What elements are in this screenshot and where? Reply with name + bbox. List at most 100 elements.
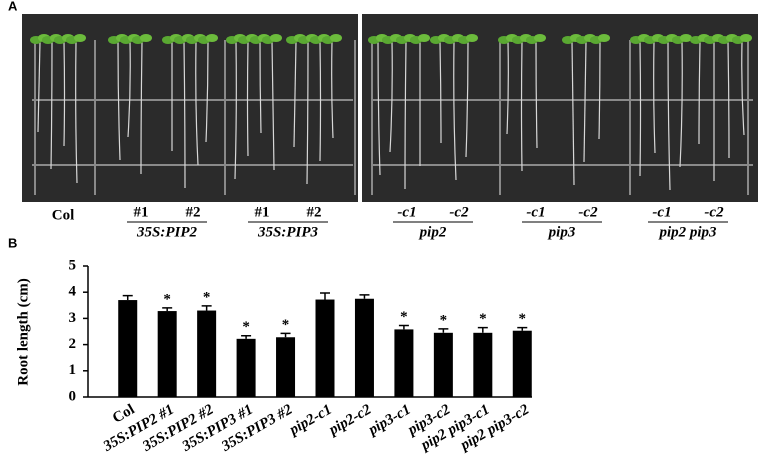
significance-mark: * [282,317,290,333]
root [571,41,575,186]
leaf [418,34,430,42]
genotype-label: pip2 [418,224,447,240]
root [75,41,78,184]
genotype-label: pip3 [547,224,576,240]
leaf [270,34,282,42]
error-bar [477,326,488,333]
line-label: -c2 [578,204,598,220]
root [698,41,701,145]
leaf [466,34,478,42]
root [439,41,442,144]
x-tick-label: pip2-c1 [285,402,334,440]
root [205,41,209,143]
significance-mark: * [203,289,211,305]
bar [236,338,256,397]
root [727,41,730,159]
root [293,41,297,148]
error-bar [438,328,449,333]
y-tick-label: 5 [69,257,77,273]
y-axis-label: Root length (cm) [15,278,31,385]
bar [473,332,493,397]
root [195,41,199,166]
line-label: -c2 [704,204,724,220]
significance-mark: * [400,309,408,325]
seedling-photo [22,14,758,202]
panel-label: B [8,235,17,250]
root [667,41,671,191]
genotype-label: 35S:PIP2 [136,224,198,240]
leaf [140,34,152,42]
bar [276,337,296,397]
bar [354,298,374,397]
significance-mark: * [242,319,250,335]
root [465,41,469,158]
root [598,41,601,140]
significance-mark: * [440,312,448,328]
root [453,41,457,181]
root [234,41,237,180]
error-bar [359,294,370,299]
root [583,41,587,163]
leaf [598,34,610,42]
x-tick-label: pip3-c1 [364,402,413,440]
bar [118,300,138,397]
error-bar [320,292,330,300]
error-bar [122,294,133,301]
leaf [680,34,692,42]
plate-divider [358,14,362,202]
root [389,41,393,153]
leaf [74,34,86,42]
root [319,41,322,162]
bar [433,332,453,397]
significance-mark: * [479,311,487,327]
y-tick-label: 3 [69,310,77,326]
bar [197,310,217,397]
root [679,41,683,168]
genotype-label: pip2 pip3 [657,224,717,240]
bar [394,329,414,397]
root [37,41,41,133]
root [117,41,121,161]
root [331,41,334,139]
line-label: -c1 [526,204,545,220]
genotype-label: Col [52,207,75,223]
leaf [206,34,218,42]
root [63,41,66,147]
genotype-label: 35S:PIP3 [257,224,319,240]
root [127,41,131,138]
error-bar [280,332,291,338]
root [377,41,381,176]
leaf [534,34,546,42]
root [741,41,745,136]
y-tick-label: 1 [69,362,77,378]
leaf [740,34,752,42]
y-tick-label: 0 [69,388,77,404]
x-tick-label: pip2-c2 [325,401,375,439]
line-label: -c2 [449,204,469,220]
significance-mark: * [519,311,527,327]
root [140,41,143,175]
y-tick-label: 2 [69,336,77,352]
root [271,41,275,171]
root [653,41,656,154]
root [535,41,538,149]
bar [157,311,177,397]
root [306,41,309,185]
error-bar [517,326,528,331]
significance-mark: * [163,291,171,307]
root [506,41,509,135]
root [520,41,523,172]
line-label: -c1 [397,204,416,220]
line-label: #2 [307,204,322,220]
y-tick-label: 4 [69,284,77,300]
error-bar [241,334,252,339]
error-bar [162,307,173,312]
panel-label: A [8,0,18,13]
root [246,41,249,157]
leaf [330,34,342,42]
root [183,41,186,189]
line-label: #1 [255,204,270,220]
root [50,41,53,170]
line-label: -c1 [652,204,671,220]
